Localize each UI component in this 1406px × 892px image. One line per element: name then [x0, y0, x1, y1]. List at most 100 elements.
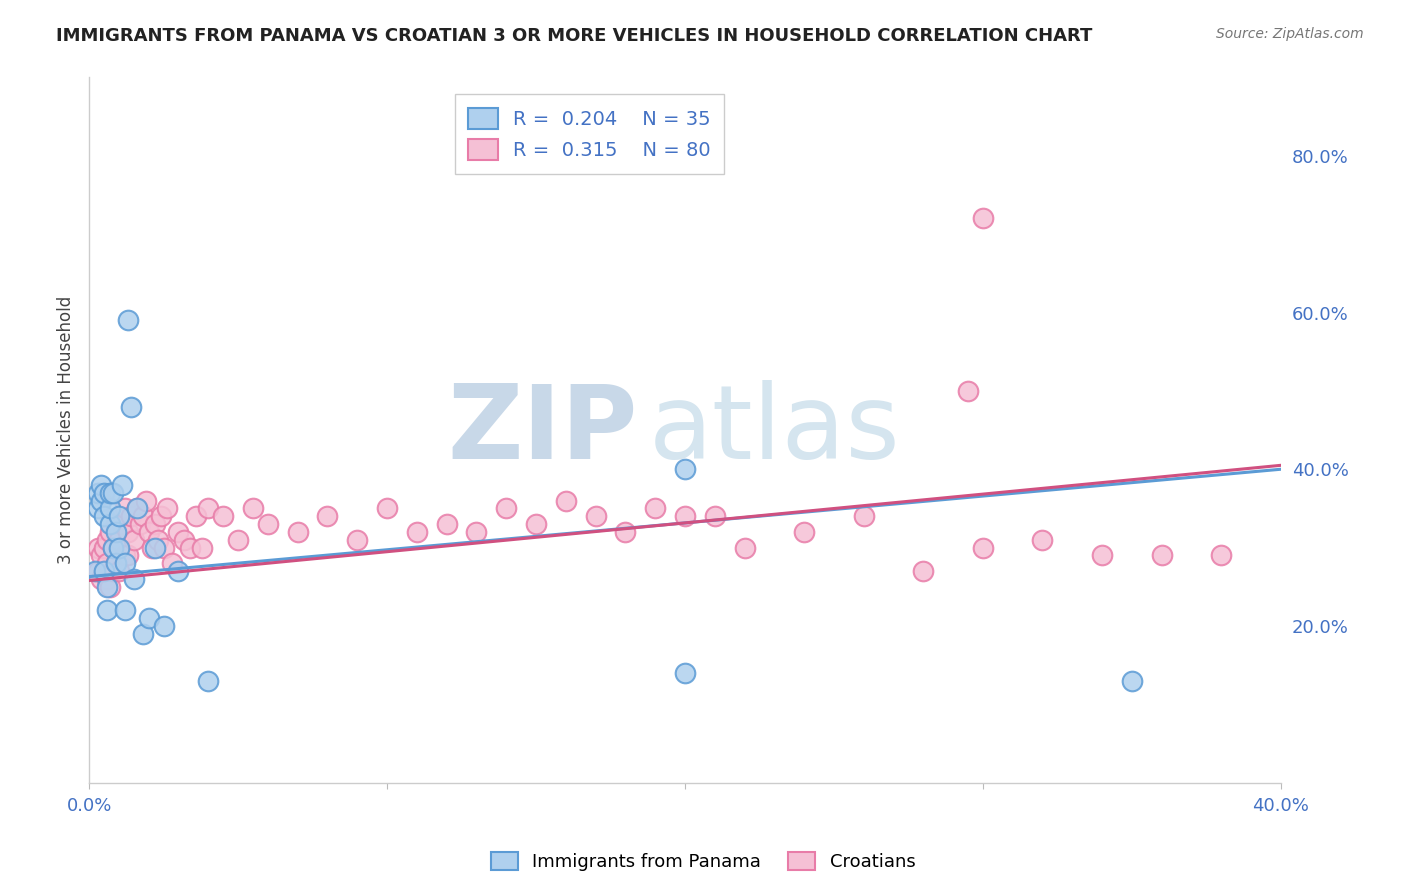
Point	[972, 541, 994, 555]
Point	[90, 549, 112, 563]
Point	[111, 517, 134, 532]
Point	[108, 533, 131, 547]
Point	[117, 313, 139, 327]
Point	[93, 509, 115, 524]
Point	[104, 556, 127, 570]
Legend: R =  0.204    N = 35, R =  0.315    N = 80: R = 0.204 N = 35, R = 0.315 N = 80	[454, 95, 724, 174]
Point	[90, 478, 112, 492]
Point	[96, 556, 118, 570]
Point	[125, 501, 148, 516]
Point	[93, 564, 115, 578]
Point	[179, 541, 201, 555]
Point	[131, 627, 153, 641]
Point	[96, 603, 118, 617]
Point	[101, 541, 124, 555]
Point	[84, 564, 107, 578]
Point	[405, 524, 427, 539]
Point	[673, 509, 696, 524]
Point	[104, 517, 127, 532]
Point	[90, 572, 112, 586]
Text: Source: ZipAtlas.com: Source: ZipAtlas.com	[1216, 27, 1364, 41]
Point	[131, 509, 153, 524]
Point	[87, 564, 110, 578]
Point	[673, 665, 696, 680]
Point	[436, 517, 458, 532]
Point	[375, 501, 398, 516]
Point	[226, 533, 249, 547]
Point	[101, 541, 124, 555]
Point	[93, 485, 115, 500]
Point	[104, 524, 127, 539]
Point	[141, 541, 163, 555]
Point	[495, 501, 517, 516]
Point	[191, 541, 214, 555]
Point	[128, 517, 150, 532]
Text: IMMIGRANTS FROM PANAMA VS CROATIAN 3 OR MORE VEHICLES IN HOUSEHOLD CORRELATION C: IMMIGRANTS FROM PANAMA VS CROATIAN 3 OR …	[56, 27, 1092, 45]
Point	[122, 572, 145, 586]
Legend: Immigrants from Panama, Croatians: Immigrants from Panama, Croatians	[484, 845, 922, 879]
Point	[197, 673, 219, 688]
Point	[87, 485, 110, 500]
Point	[956, 384, 979, 398]
Point	[98, 524, 121, 539]
Point	[585, 509, 607, 524]
Point	[98, 580, 121, 594]
Point	[1150, 549, 1173, 563]
Point	[1091, 549, 1114, 563]
Point	[173, 533, 195, 547]
Point	[162, 556, 184, 570]
Point	[554, 493, 576, 508]
Point	[524, 517, 547, 532]
Point	[93, 564, 115, 578]
Point	[93, 541, 115, 555]
Point	[212, 509, 235, 524]
Point	[98, 501, 121, 516]
Point	[87, 541, 110, 555]
Point	[98, 485, 121, 500]
Point	[101, 564, 124, 578]
Y-axis label: 3 or more Vehicles in Household: 3 or more Vehicles in Household	[58, 296, 75, 564]
Point	[912, 564, 935, 578]
Point	[1211, 549, 1233, 563]
Point	[117, 524, 139, 539]
Point	[167, 564, 190, 578]
Point	[152, 619, 174, 633]
Point	[135, 493, 157, 508]
Point	[316, 509, 339, 524]
Point	[242, 501, 264, 516]
Point	[122, 533, 145, 547]
Point	[155, 501, 177, 516]
Point	[111, 478, 134, 492]
Point	[90, 493, 112, 508]
Text: atlas: atlas	[650, 380, 901, 481]
Point	[1121, 673, 1143, 688]
Point	[114, 556, 136, 570]
Point	[152, 541, 174, 555]
Point	[108, 564, 131, 578]
Point	[256, 517, 278, 532]
Point	[186, 509, 208, 524]
Point	[287, 524, 309, 539]
Point	[852, 509, 875, 524]
Point	[125, 501, 148, 516]
Point	[673, 462, 696, 476]
Point	[96, 572, 118, 586]
Point	[146, 533, 169, 547]
Point	[167, 524, 190, 539]
Point	[138, 611, 160, 625]
Point	[197, 501, 219, 516]
Point	[465, 524, 488, 539]
Point	[96, 533, 118, 547]
Point	[114, 549, 136, 563]
Point	[143, 541, 166, 555]
Point	[703, 509, 725, 524]
Point	[96, 580, 118, 594]
Point	[114, 501, 136, 516]
Point	[1031, 533, 1053, 547]
Point	[120, 400, 142, 414]
Point	[120, 509, 142, 524]
Point	[972, 211, 994, 226]
Point	[346, 533, 368, 547]
Point	[117, 549, 139, 563]
Point	[734, 541, 756, 555]
